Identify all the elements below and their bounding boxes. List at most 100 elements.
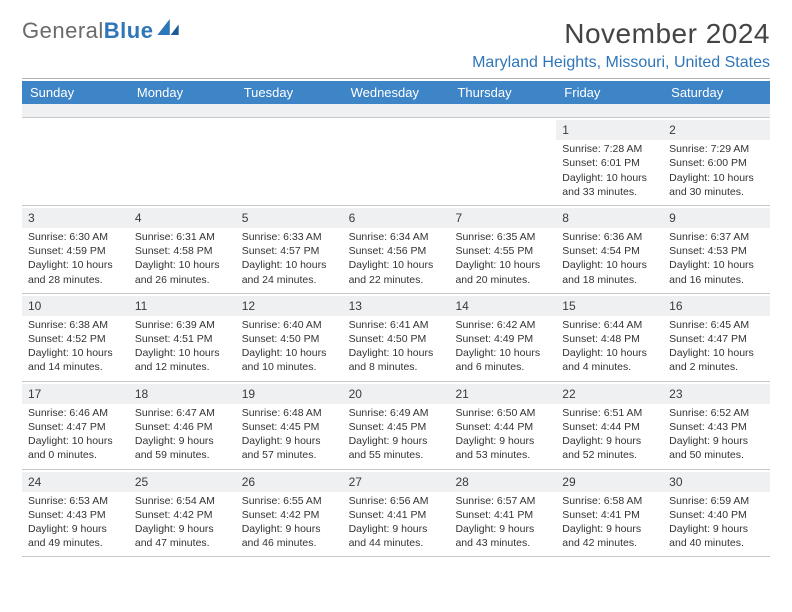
day-number-strip: 23 <box>663 384 770 404</box>
day-number-strip: 18 <box>129 384 236 404</box>
daylight-line: Daylight: 9 hours and 46 minutes. <box>242 522 337 550</box>
daylight-line: Daylight: 9 hours and 50 minutes. <box>669 434 764 462</box>
sunrise-line: Sunrise: 7:29 AM <box>669 142 764 156</box>
daylight-line: Daylight: 9 hours and 49 minutes. <box>28 522 123 550</box>
sunset-line: Sunset: 4:59 PM <box>28 244 123 258</box>
sunrise-line: Sunrise: 6:42 AM <box>455 318 550 332</box>
day-number-strip: 15 <box>556 296 663 316</box>
day-cell: 22 Sunrise: 6:51 AMSunset: 4:44 PMDayligh… <box>556 382 663 469</box>
day-number-strip: 30 <box>663 472 770 492</box>
day-number: 5 <box>242 211 249 225</box>
sunset-line: Sunset: 4:43 PM <box>28 508 123 522</box>
week-row: 10 Sunrise: 6:38 AMSunset: 4:52 PM Dayligh… <box>22 294 770 382</box>
week-row: 3Sunrise: 6:30 AMSunset: 4:59 PMDaylight… <box>22 206 770 294</box>
day-number: 15 <box>562 299 575 313</box>
day-number: 6 <box>349 211 356 225</box>
brand-sail-icon <box>157 19 179 35</box>
day-number-strip: 29 <box>556 472 663 492</box>
day-number: 30 <box>669 475 682 489</box>
day-number-strip: 4 <box>129 208 236 228</box>
day-number: 27 <box>349 475 362 489</box>
sunrise-line: Sunrise: 6:58 AM <box>562 494 657 508</box>
daylight-line: Daylight: 10 hours and 2 minutes. <box>669 346 764 374</box>
weekday-header: Friday <box>556 81 663 104</box>
sunrise-line: Sunrise: 6:39 AM <box>135 318 230 332</box>
day-number: 10 <box>28 299 41 313</box>
sunset-line: Sunset: 4:41 PM <box>562 508 657 522</box>
day-number: 17 <box>28 387 41 401</box>
sunrise-line: Sunrise: 7:28 AM <box>562 142 657 156</box>
sunset-line: Sunset: 4:43 PM <box>669 420 764 434</box>
day-number-strip: 11 <box>129 296 236 316</box>
sunset-line: Sunset: 4:50 PM <box>242 332 337 346</box>
daylight-line: Daylight: 9 hours and 57 minutes. <box>242 434 337 462</box>
day-cell: 13Sunrise: 6:41 AMSunset: 4:50 PMDayligh… <box>343 294 450 381</box>
day-number: 28 <box>455 475 468 489</box>
sunrise-line: Sunrise: 6:30 AM <box>28 230 123 244</box>
day-cell: 12Sunrise: 6:40 AMSunset: 4:50 PMDayligh… <box>236 294 343 381</box>
day-number: 8 <box>562 211 569 225</box>
day-cell: 14Sunrise: 6:42 AMSunset: 4:49 PMDayligh… <box>449 294 556 381</box>
day-number-strip: 16 <box>663 296 770 316</box>
sunset-line: Sunset: 4:41 PM <box>349 508 444 522</box>
day-cell: 8Sunrise: 6:36 AMSunset: 4:54 PMDaylight… <box>556 206 663 293</box>
sunset-line: Sunset: 4:54 PM <box>562 244 657 258</box>
sunrise-line: Sunrise: 6:41 AM <box>349 318 444 332</box>
day-number: 25 <box>135 475 148 489</box>
day-cell <box>22 118 129 205</box>
day-cell: 9Sunrise: 6:37 AMSunset: 4:53 PMDaylight… <box>663 206 770 293</box>
daylight-line: Daylight: 10 hours and 4 minutes. <box>562 346 657 374</box>
sunset-line: Sunset: 4:58 PM <box>135 244 230 258</box>
sunset-line: Sunset: 4:47 PM <box>28 420 123 434</box>
day-cell: 21Sunrise: 6:50 AMSunset: 4:44 PMDayligh… <box>449 382 556 469</box>
daylight-line: Daylight: 9 hours and 43 minutes. <box>455 522 550 550</box>
sunrise-line: Sunrise: 6:35 AM <box>455 230 550 244</box>
day-number: 11 <box>135 299 147 313</box>
day-cell: 30Sunrise: 6:59 AMSunset: 4:40 PMDayligh… <box>663 470 770 557</box>
day-cell: 25Sunrise: 6:54 AMSunset: 4:42 PMDayligh… <box>129 470 236 557</box>
weekday-header: Saturday <box>663 81 770 104</box>
brand-name: GeneralBlue <box>22 18 153 44</box>
weekday-header: Thursday <box>449 81 556 104</box>
day-cell: 2Sunrise: 7:29 AMSunset: 6:00 PMDaylight… <box>663 118 770 205</box>
day-number: 23 <box>669 387 682 401</box>
daylight-line: Daylight: 10 hours and 0 minutes. <box>28 434 123 462</box>
sunrise-line: Sunrise: 6:38 AM <box>28 318 123 332</box>
daylight-line: Daylight: 9 hours and 53 minutes. <box>455 434 550 462</box>
sunrise-line: Sunrise: 6:55 AM <box>242 494 337 508</box>
brand-name-gray: General <box>22 18 104 43</box>
sunset-line: Sunset: 4:53 PM <box>669 244 764 258</box>
day-cell: 3Sunrise: 6:30 AMSunset: 4:59 PMDaylight… <box>22 206 129 293</box>
sunset-line: Sunset: 4:42 PM <box>135 508 230 522</box>
title-block: November 2024 Maryland Heights, Missouri… <box>472 18 770 72</box>
day-number: 20 <box>349 387 362 401</box>
sunrise-line: Sunrise: 6:31 AM <box>135 230 230 244</box>
daylight-line: Daylight: 10 hours and 24 minutes. <box>242 258 337 286</box>
day-number-strip: 10 <box>22 296 129 316</box>
sunset-line: Sunset: 4:44 PM <box>562 420 657 434</box>
daylight-line: Daylight: 10 hours and 26 minutes. <box>135 258 230 286</box>
day-number-strip: 14 <box>449 296 556 316</box>
day-number-strip: 22 <box>556 384 663 404</box>
day-number-strip: 2 <box>663 120 770 140</box>
day-number-strip: 6 <box>343 208 450 228</box>
day-cell: 5Sunrise: 6:33 AMSunset: 4:57 PMDaylight… <box>236 206 343 293</box>
daylight-line: Daylight: 10 hours and 28 minutes. <box>28 258 123 286</box>
calendar: Sunday Monday Tuesday Wednesday Thursday… <box>22 81 770 557</box>
daylight-line: Daylight: 9 hours and 52 minutes. <box>562 434 657 462</box>
daylight-line: Daylight: 10 hours and 20 minutes. <box>455 258 550 286</box>
day-number: 4 <box>135 211 142 225</box>
sunset-line: Sunset: 4:42 PM <box>242 508 337 522</box>
sunset-line: Sunset: 4:56 PM <box>349 244 444 258</box>
sunset-line: Sunset: 4:52 PM <box>28 332 123 346</box>
sunset-line: Sunset: 4:57 PM <box>242 244 337 258</box>
sunset-line: Sunset: 4:45 PM <box>242 420 337 434</box>
day-cell: 7Sunrise: 6:35 AMSunset: 4:55 PMDaylight… <box>449 206 556 293</box>
sunset-line: Sunset: 4:51 PM <box>135 332 230 346</box>
sunrise-line: Sunrise: 6:50 AM <box>455 406 550 420</box>
daylight-line: Daylight: 9 hours and 47 minutes. <box>135 522 230 550</box>
sunrise-line: Sunrise: 6:51 AM <box>562 406 657 420</box>
day-cell: 4 Sunrise: 6:31 AMSunset: 4:58 PMDaylight… <box>129 206 236 293</box>
day-cell: 16Sunrise: 6:45 AMSunset: 4:47 PMDayligh… <box>663 294 770 381</box>
sunrise-line: Sunrise: 6:53 AM <box>28 494 123 508</box>
